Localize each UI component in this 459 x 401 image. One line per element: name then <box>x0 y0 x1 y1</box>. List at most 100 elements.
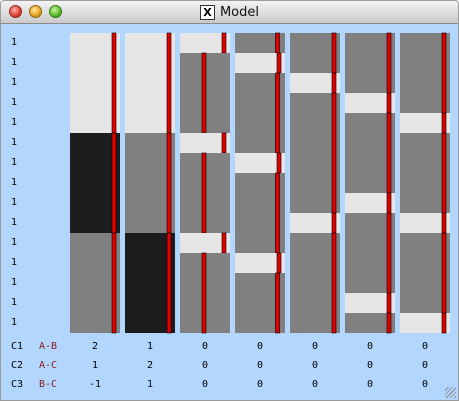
constraint-value: 0 <box>201 341 209 352</box>
title-bar[interactable]: X Model <box>1 1 458 24</box>
cell-block-light <box>235 253 285 273</box>
position-marker <box>386 312 392 334</box>
row-label: 1 <box>11 317 18 328</box>
position-marker <box>331 92 337 214</box>
constraint-name: C2 <box>11 360 24 371</box>
row-label: 1 <box>11 257 18 268</box>
window-title-group: X Model <box>1 1 458 23</box>
model-column-6[interactable] <box>345 32 395 334</box>
cell-block-mid <box>400 133 450 213</box>
constraint-value: -1 <box>88 379 102 390</box>
position-marker <box>111 232 117 334</box>
model-column-1[interactable] <box>70 32 120 334</box>
row-label: 1 <box>11 97 18 108</box>
cell-block-light <box>180 133 230 153</box>
position-marker <box>111 132 117 234</box>
position-marker <box>201 52 207 134</box>
row-label: 1 <box>11 197 18 208</box>
minimize-button[interactable] <box>29 5 42 18</box>
model-grid <box>70 32 450 334</box>
constraint-value: 0 <box>311 379 319 390</box>
x11-icon: X <box>199 4 215 20</box>
constraint-value: 0 <box>201 360 209 371</box>
constraint-value: 0 <box>421 379 429 390</box>
cell-block-mid <box>345 33 395 93</box>
position-marker <box>166 232 172 334</box>
row-label: 1 <box>11 137 18 148</box>
position-marker <box>275 172 280 254</box>
close-button[interactable] <box>9 5 22 18</box>
position-marker <box>201 252 207 334</box>
position-marker <box>276 52 282 74</box>
constraint-name: C1 <box>11 341 24 352</box>
constraint-value: 0 <box>421 341 429 352</box>
position-marker <box>221 232 227 254</box>
resize-grip[interactable] <box>445 387 456 398</box>
cell-block-light <box>235 153 285 173</box>
row-label: 1 <box>11 297 18 308</box>
cell-block-light <box>400 113 450 133</box>
position-marker <box>201 152 207 234</box>
row-label: 1 <box>11 177 18 188</box>
position-marker <box>276 152 282 174</box>
cell-block-mid <box>125 133 175 233</box>
model-view: 1 1 1 1 1 1 1 1 1 1 1 1 1 1 1 C1 A-B 2 1 0 0 0 0 0 C2 A-C 1 2 0 0 0 0 0… <box>1 24 458 400</box>
position-marker <box>166 32 172 134</box>
position-marker <box>331 72 337 94</box>
constraint-pair: A-C <box>39 360 58 371</box>
cell-block-light <box>235 53 285 73</box>
constraint-value: 1 <box>146 341 154 352</box>
row-label: 1 <box>11 117 18 128</box>
constraint-value: 0 <box>256 360 264 371</box>
model-column-4[interactable] <box>235 32 285 334</box>
position-marker <box>386 92 392 114</box>
position-marker <box>275 272 280 334</box>
constraint-value: 0 <box>311 360 319 371</box>
position-marker <box>221 132 227 154</box>
constraint-pair: B-C <box>39 379 58 390</box>
position-marker <box>386 192 392 214</box>
cell-block-mid <box>345 313 395 333</box>
position-marker <box>441 112 447 134</box>
position-marker <box>386 292 392 314</box>
position-marker <box>331 212 337 234</box>
cell-block-light <box>70 33 120 133</box>
row-label: 1 <box>11 77 18 88</box>
position-marker <box>331 232 337 334</box>
constraint-value: 0 <box>201 379 209 390</box>
position-marker <box>441 232 447 314</box>
zoom-button[interactable] <box>49 5 62 18</box>
constraint-value: 2 <box>91 341 99 352</box>
position-marker <box>441 32 447 114</box>
cell-block-light <box>400 313 450 333</box>
cell-block-mid <box>345 113 395 193</box>
row-label: 1 <box>11 217 18 228</box>
constraint-value: 0 <box>256 341 264 352</box>
model-column-3[interactable] <box>180 32 230 334</box>
position-marker <box>276 252 282 274</box>
cell-block-mid <box>290 33 340 73</box>
cell-block-mid <box>345 213 395 293</box>
position-marker <box>111 32 117 134</box>
model-column-7[interactable] <box>400 32 450 334</box>
cell-block-dark <box>70 133 120 233</box>
position-marker <box>386 32 392 94</box>
cell-block-mid <box>290 233 340 333</box>
model-column-2[interactable] <box>125 32 175 334</box>
position-marker <box>386 212 392 294</box>
cell-block-light <box>400 213 450 233</box>
constraint-value: 0 <box>366 379 374 390</box>
position-marker <box>275 32 280 54</box>
cell-block-light <box>180 33 230 53</box>
cell-block-mid <box>290 93 340 213</box>
model-column-5[interactable] <box>290 32 340 334</box>
position-marker <box>441 312 447 334</box>
position-marker <box>441 212 447 234</box>
row-label: 1 <box>11 277 18 288</box>
cell-block-mid <box>400 233 450 313</box>
constraint-value: 0 <box>311 341 319 352</box>
position-marker <box>331 32 337 74</box>
constraint-value: 0 <box>366 360 374 371</box>
cell-block-mid <box>70 233 120 333</box>
constraint-value: 0 <box>256 379 264 390</box>
